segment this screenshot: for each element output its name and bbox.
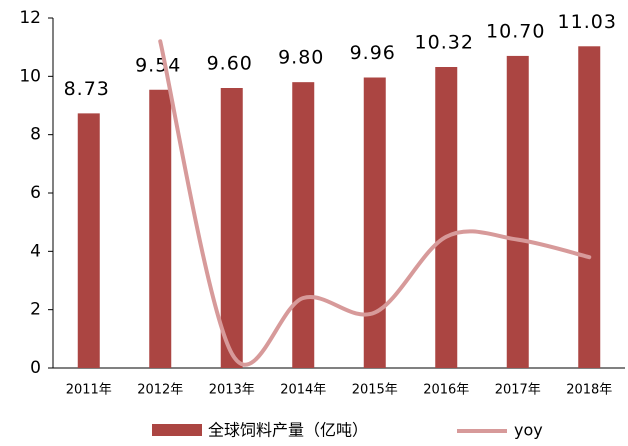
y-tick-label: 2 [30,300,41,320]
y-tick-label: 10 [19,66,41,86]
data-label: 10.32 [415,32,474,54]
bar [77,113,100,368]
y-tick-label: 4 [30,241,41,261]
data-label: 9.60 [207,53,253,75]
data-label: 10.70 [486,20,545,42]
y-tick-label: 0 [30,358,41,378]
bar [220,88,243,368]
x-tick-label: 2017年 [495,383,541,398]
bar [363,77,386,368]
x-tick-label: 2014年 [280,383,326,398]
x-tick-label: 2013年 [209,383,255,398]
x-tick-label: 2015年 [352,383,398,398]
data-label: 9.96 [350,42,396,64]
data-label: 8.73 [64,78,110,100]
y-tick-label: 8 [30,125,41,145]
data-label: 9.80 [278,47,324,69]
x-tick-label: 2011年 [66,383,112,398]
legend-swatch [152,424,202,436]
legend-label: yoy [514,421,543,440]
bar [292,82,315,369]
data-label: 11.03 [558,11,617,33]
x-tick-label: 2012年 [137,383,183,398]
y-tick-label: 12 [19,8,41,28]
bar [578,46,601,369]
legend-label: 全球饲料产量（亿吨） [208,421,368,440]
bar [435,67,458,368]
y-tick-label: 6 [30,183,41,203]
bar [506,55,529,369]
data-label: 9.54 [135,54,181,76]
bar [149,89,172,368]
x-tick-label: 2016年 [423,383,469,398]
x-tick-label: 2018年 [566,383,612,398]
line [158,39,592,367]
